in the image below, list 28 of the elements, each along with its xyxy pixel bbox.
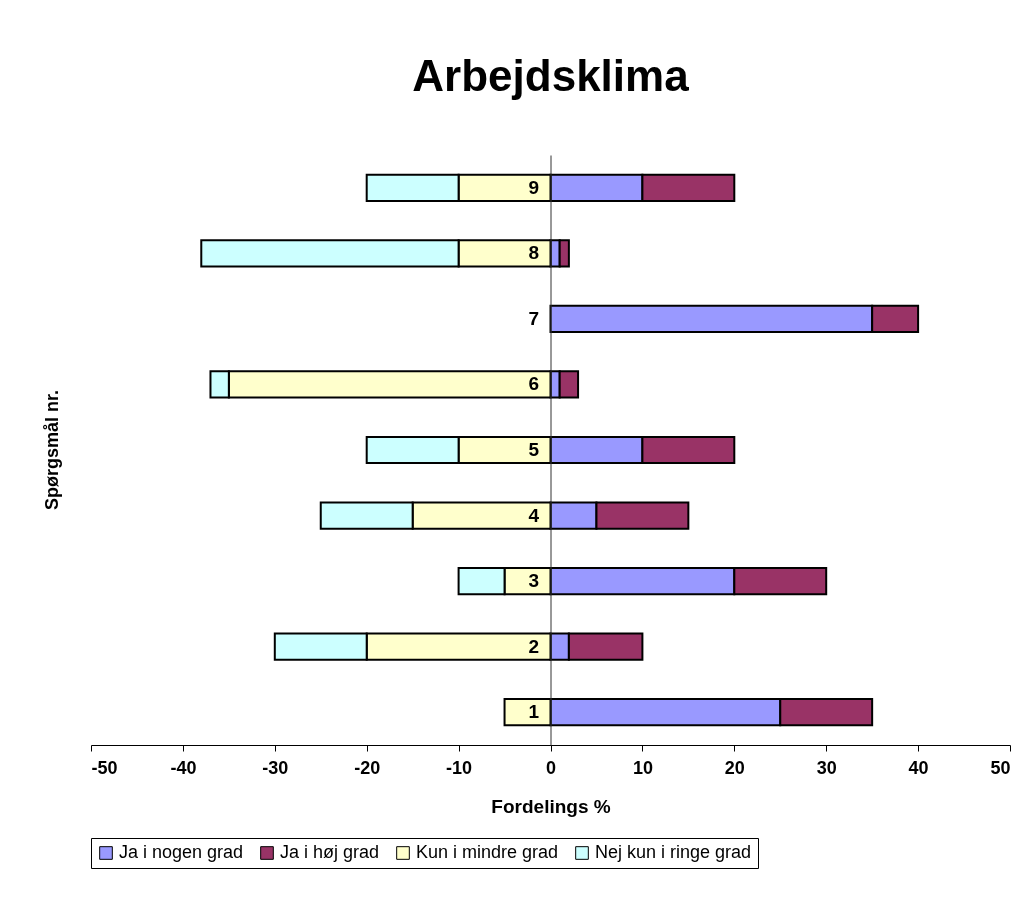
y-tick-label: 7 — [528, 307, 539, 329]
x-tick-label: 10 — [632, 757, 653, 778]
y-tick-label: 1 — [528, 701, 540, 723]
x-tick-label: -30 — [262, 757, 289, 778]
y-tick-label: 2 — [528, 635, 539, 657]
x-tick-label: -20 — [354, 757, 381, 778]
x-axis-title: Fordelings % — [491, 795, 611, 817]
y-tick-label: 4 — [528, 504, 540, 526]
x-tick-label: 50 — [990, 757, 1011, 778]
legend-label: Ja i nogen grad — [119, 842, 244, 862]
x-tick-label: -40 — [170, 757, 197, 778]
x-tick-label: -10 — [446, 757, 473, 778]
y-axis-title: Spørgsmål nr. — [42, 389, 62, 511]
y-tick-label: 3 — [528, 570, 539, 592]
x-tick-label: -50 — [91, 757, 118, 778]
x-tick-label: 0 — [545, 757, 557, 778]
y-tick-label: 8 — [528, 242, 539, 264]
y-tick-label: 9 — [528, 176, 539, 198]
legend-label: Kun i mindre grad — [416, 842, 559, 862]
y-tick-label: 6 — [528, 373, 539, 395]
legend-label: Nej kun i ringe grad — [595, 842, 752, 862]
legend-label: Ja i høj grad — [280, 842, 380, 862]
x-tick-label: 30 — [816, 757, 837, 778]
x-tick-label: 40 — [908, 757, 929, 778]
chart-title: Arbejdsklima — [412, 51, 690, 100]
bar — [503, 698, 552, 727]
x-tick-label: 20 — [724, 757, 745, 778]
y-tick-label: 5 — [528, 439, 540, 460]
